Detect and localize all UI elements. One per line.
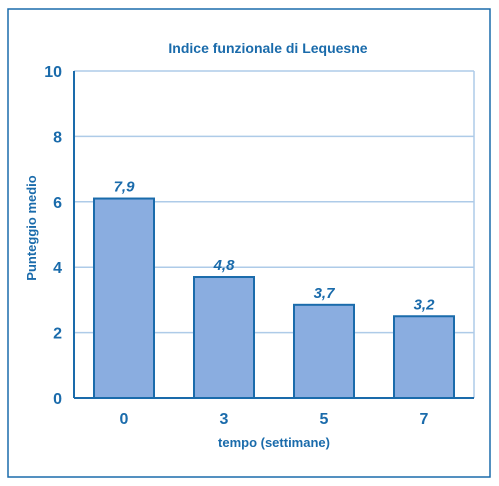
x-tick-label: 0 xyxy=(120,411,129,428)
bars xyxy=(93,197,455,400)
data-label: 4,8 xyxy=(213,257,236,274)
chart-title: Indice funzionale di Lequesne xyxy=(168,40,367,56)
y-tick-label: 0 xyxy=(53,391,62,408)
bar xyxy=(93,197,155,399)
y-tick-label: 4 xyxy=(53,260,62,277)
bar xyxy=(193,276,255,400)
y-tick-labels: 0 2 4 6 8 10 xyxy=(44,64,62,408)
bar xyxy=(293,303,355,399)
axes xyxy=(73,71,474,399)
y-tick-label: 8 xyxy=(53,129,62,146)
y-axis-label: Punteggio medio xyxy=(24,175,39,281)
data-labels: 7,9 4,8 3,7 3,2 xyxy=(114,179,436,314)
chart-frame xyxy=(7,8,491,478)
x-tick-label: 7 xyxy=(420,411,429,428)
x-tick-label: 5 xyxy=(320,411,329,428)
y-tick-label: 2 xyxy=(53,326,62,343)
x-tick-labels: 0 3 5 7 xyxy=(120,411,429,428)
data-label: 3,7 xyxy=(314,285,336,302)
bar xyxy=(393,315,455,399)
x-axis-label: tempo (settimane) xyxy=(218,435,330,450)
data-label: 3,2 xyxy=(414,296,436,313)
y-tick-label: 10 xyxy=(44,64,62,81)
x-tick-label: 3 xyxy=(220,411,229,428)
y-tick-label: 6 xyxy=(53,195,62,212)
data-label: 7,9 xyxy=(114,179,136,196)
